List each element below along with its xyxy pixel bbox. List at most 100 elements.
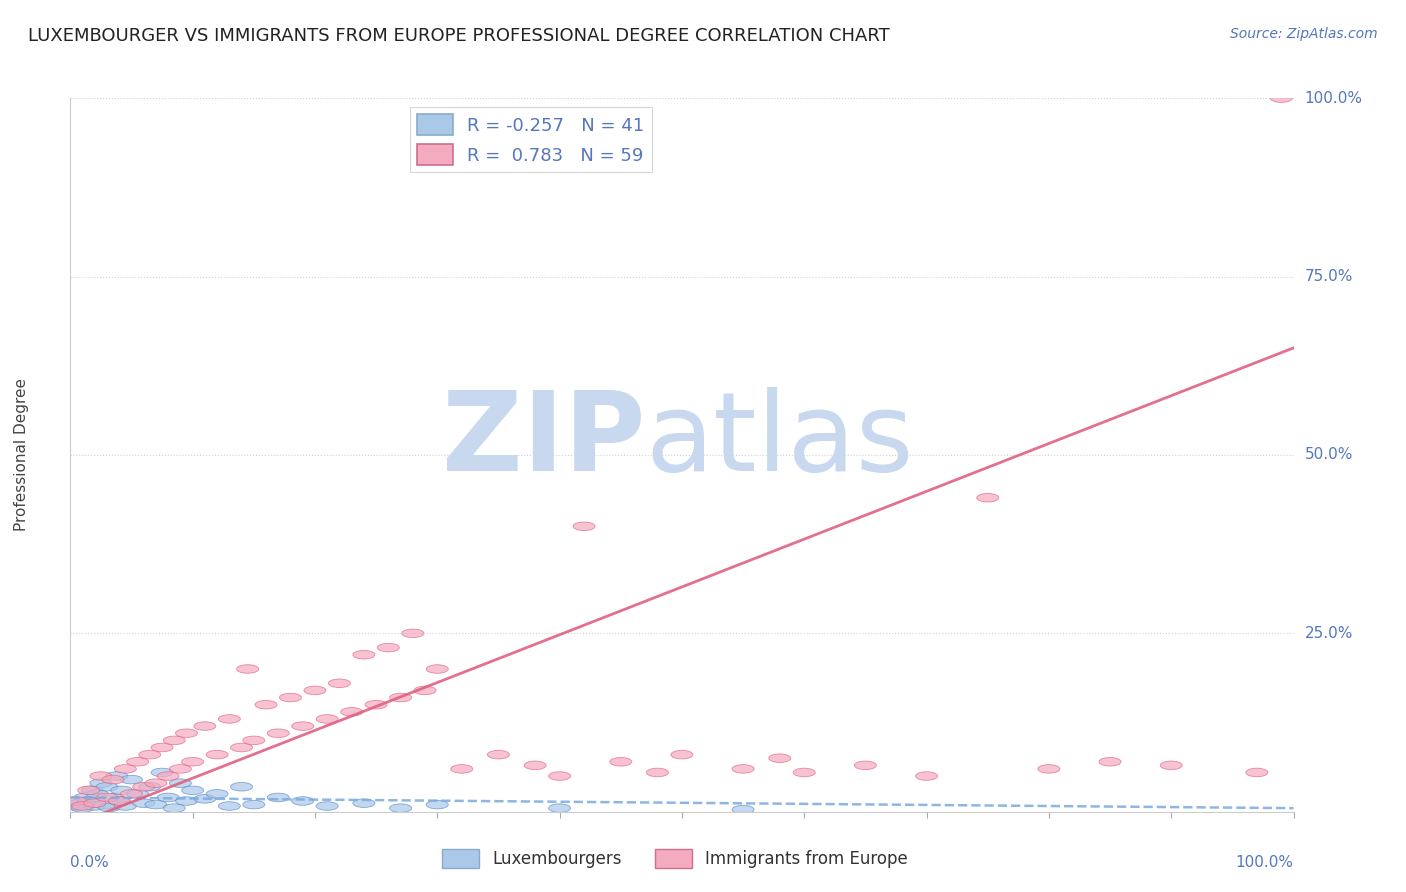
Ellipse shape (389, 804, 412, 813)
Ellipse shape (377, 643, 399, 652)
Ellipse shape (574, 522, 595, 531)
Ellipse shape (96, 782, 118, 791)
Legend: Luxembourgers, Immigrants from Europe: Luxembourgers, Immigrants from Europe (436, 843, 914, 875)
Ellipse shape (169, 779, 191, 788)
Ellipse shape (231, 782, 253, 791)
Ellipse shape (413, 686, 436, 695)
Ellipse shape (86, 789, 108, 798)
Ellipse shape (111, 786, 132, 795)
Ellipse shape (108, 797, 131, 805)
Ellipse shape (977, 493, 998, 502)
Ellipse shape (176, 797, 197, 805)
Ellipse shape (733, 764, 754, 773)
Ellipse shape (103, 793, 124, 802)
Ellipse shape (94, 800, 115, 809)
Ellipse shape (75, 793, 96, 802)
Ellipse shape (121, 789, 142, 798)
Ellipse shape (150, 768, 173, 777)
Ellipse shape (340, 707, 363, 716)
Ellipse shape (108, 797, 131, 805)
Ellipse shape (733, 805, 754, 814)
Ellipse shape (291, 797, 314, 805)
Ellipse shape (207, 789, 228, 798)
Ellipse shape (366, 700, 387, 709)
Ellipse shape (316, 802, 339, 810)
Text: Source: ZipAtlas.com: Source: ZipAtlas.com (1230, 27, 1378, 41)
Text: 100.0%: 100.0% (1305, 91, 1362, 105)
Ellipse shape (267, 729, 290, 738)
Legend: R = -0.257   N = 41, R =  0.783   N = 59: R = -0.257 N = 41, R = 0.783 N = 59 (409, 107, 652, 172)
Text: ZIP: ZIP (441, 387, 645, 494)
Ellipse shape (1270, 94, 1292, 103)
Ellipse shape (194, 722, 217, 731)
Ellipse shape (1160, 761, 1182, 770)
Ellipse shape (150, 743, 173, 752)
Ellipse shape (77, 797, 100, 805)
Text: 0.0%: 0.0% (70, 855, 110, 870)
Ellipse shape (176, 729, 197, 738)
Text: 100.0%: 100.0% (1236, 855, 1294, 870)
Ellipse shape (524, 761, 546, 770)
Ellipse shape (267, 793, 290, 802)
Ellipse shape (90, 772, 112, 780)
Ellipse shape (647, 768, 668, 777)
Ellipse shape (353, 799, 375, 807)
Ellipse shape (855, 761, 876, 770)
Ellipse shape (218, 714, 240, 723)
Ellipse shape (105, 772, 128, 780)
Ellipse shape (610, 757, 631, 766)
Ellipse shape (254, 700, 277, 709)
Ellipse shape (84, 799, 105, 807)
Ellipse shape (243, 800, 264, 809)
Ellipse shape (207, 750, 228, 759)
Ellipse shape (329, 679, 350, 688)
Ellipse shape (548, 772, 571, 780)
Ellipse shape (793, 768, 815, 777)
Text: 75.0%: 75.0% (1305, 269, 1353, 284)
Ellipse shape (127, 757, 149, 766)
Ellipse shape (353, 650, 375, 659)
Ellipse shape (121, 775, 142, 784)
Ellipse shape (96, 793, 118, 802)
Ellipse shape (98, 803, 121, 812)
Ellipse shape (236, 665, 259, 673)
Ellipse shape (426, 800, 449, 809)
Ellipse shape (90, 779, 112, 788)
Ellipse shape (132, 799, 155, 807)
Ellipse shape (316, 714, 339, 723)
Ellipse shape (139, 750, 160, 759)
Ellipse shape (243, 736, 264, 745)
Ellipse shape (671, 750, 693, 759)
Ellipse shape (69, 799, 91, 807)
Ellipse shape (66, 797, 87, 805)
Text: Professional Degree: Professional Degree (14, 378, 30, 532)
Text: LUXEMBOURGER VS IMMIGRANTS FROM EUROPE PROFESSIONAL DEGREE CORRELATION CHART: LUXEMBOURGER VS IMMIGRANTS FROM EUROPE P… (28, 27, 890, 45)
Ellipse shape (769, 754, 790, 763)
Text: 50.0%: 50.0% (1305, 448, 1353, 462)
Ellipse shape (82, 786, 103, 795)
Ellipse shape (114, 764, 136, 773)
Ellipse shape (304, 686, 326, 695)
Ellipse shape (132, 782, 155, 791)
Ellipse shape (231, 743, 253, 752)
Ellipse shape (127, 789, 149, 798)
Text: atlas: atlas (645, 387, 914, 494)
Ellipse shape (1246, 768, 1268, 777)
Ellipse shape (84, 802, 105, 810)
Ellipse shape (389, 693, 412, 702)
Ellipse shape (169, 764, 191, 773)
Ellipse shape (145, 800, 167, 809)
Ellipse shape (426, 665, 449, 673)
Ellipse shape (181, 786, 204, 795)
Ellipse shape (72, 804, 94, 813)
Ellipse shape (77, 786, 100, 795)
Ellipse shape (194, 795, 217, 803)
Ellipse shape (114, 802, 136, 810)
Ellipse shape (157, 772, 179, 780)
Ellipse shape (157, 793, 179, 802)
Ellipse shape (103, 775, 124, 784)
Ellipse shape (402, 629, 423, 638)
Ellipse shape (1038, 764, 1060, 773)
Ellipse shape (181, 757, 204, 766)
Ellipse shape (139, 782, 160, 791)
